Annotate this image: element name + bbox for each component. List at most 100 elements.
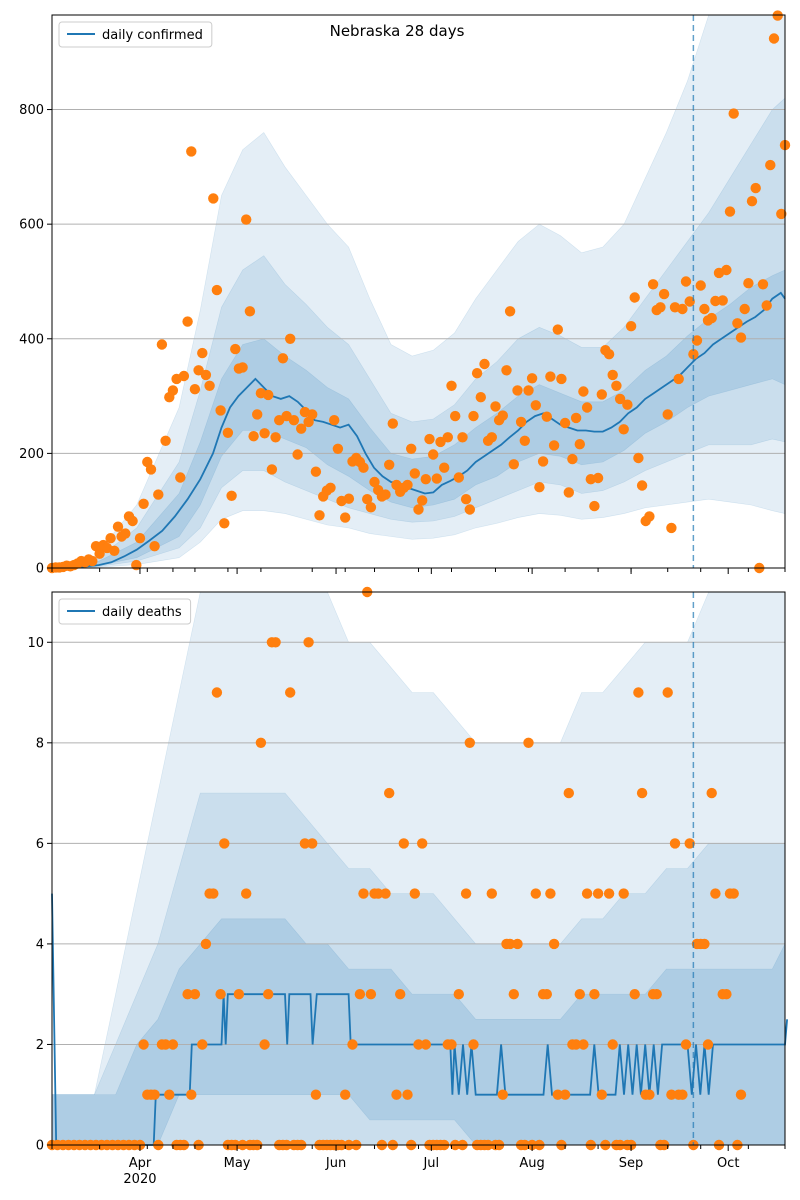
observed-point [530, 400, 541, 411]
observed-point [358, 462, 369, 473]
observed-point [746, 196, 758, 207]
observed-point [402, 479, 413, 491]
observed-point [545, 888, 556, 899]
observed-point [739, 303, 750, 315]
observed-point [329, 415, 340, 426]
observed-point [629, 989, 640, 1000]
observed-point [450, 410, 461, 422]
observed-point [596, 1089, 607, 1100]
observed-point [446, 380, 457, 391]
observed-point [314, 510, 325, 521]
observed-point [384, 459, 395, 470]
observed-point [431, 473, 442, 484]
observed-point [182, 316, 193, 327]
observed-point [501, 365, 512, 376]
observed-point [417, 838, 428, 849]
observed-point [332, 443, 344, 454]
observed-point [395, 989, 406, 1000]
observed-point [442, 432, 453, 443]
observed-point [211, 284, 223, 296]
observed-point [380, 489, 391, 500]
observed-point [548, 938, 560, 950]
observed-point [343, 493, 355, 504]
observed-point [574, 439, 585, 450]
x-tick-label: May [224, 1156, 251, 1171]
observed-point [611, 380, 622, 391]
y-tick-label: 8 [36, 736, 44, 751]
observed-point [453, 989, 464, 1000]
observed-point [512, 938, 523, 950]
observed-point [644, 1089, 655, 1100]
observed-point [413, 1039, 424, 1050]
observed-point [453, 472, 464, 483]
observed-point [486, 888, 497, 899]
observed-point [603, 349, 615, 360]
observed-point [127, 515, 138, 527]
observed-point [581, 888, 593, 899]
observed-point [219, 518, 230, 529]
observed-point [230, 343, 241, 355]
observed-point [680, 1039, 692, 1050]
observed-point [285, 333, 296, 344]
observed-point [226, 490, 237, 501]
observed-point [622, 399, 633, 410]
observed-point [464, 504, 475, 515]
observed-point [120, 528, 131, 539]
observed-point [219, 838, 230, 849]
observed-point [545, 371, 556, 382]
observed-point [563, 787, 574, 799]
observed-point [189, 384, 201, 395]
observed-point [721, 264, 732, 276]
x-tick-label: Sep [619, 1156, 644, 1171]
observed-point [325, 482, 336, 493]
observed-point [373, 888, 384, 899]
observed-point [666, 522, 677, 534]
observed-point [666, 1089, 677, 1100]
observed-point [728, 108, 739, 119]
observed-point [208, 888, 219, 899]
observed-point [570, 1039, 582, 1050]
observed-point [409, 468, 420, 479]
confirmed-legend: daily confirmed [58, 21, 213, 48]
observed-point [706, 787, 717, 799]
observed-point [765, 159, 776, 171]
observed-point [607, 369, 618, 381]
observed-point [625, 321, 637, 332]
observed-point [153, 489, 164, 500]
deaths-uncertainty-bands [51, 591, 786, 1146]
median-line-path [51, 893, 788, 1146]
observed-point [460, 888, 472, 899]
observed-point [479, 358, 490, 370]
observed-point [270, 432, 281, 443]
observed-point [515, 416, 527, 428]
observed-point [699, 303, 710, 315]
observed-point [402, 1089, 413, 1100]
observed-point [109, 545, 120, 556]
y-tick-label: 2 [36, 1038, 44, 1053]
observed-point [512, 385, 523, 396]
observed-point [215, 405, 226, 416]
observed-point [578, 1039, 589, 1050]
observed-point [164, 1089, 175, 1100]
observed-point [710, 888, 721, 899]
observed-point [347, 1039, 358, 1050]
observed-point [475, 392, 486, 403]
observed-point [270, 637, 281, 648]
observed-point [567, 453, 578, 465]
observed-point [365, 502, 377, 513]
y-tick-label: 200 [19, 447, 44, 462]
observed-point [263, 389, 274, 401]
observed-point [662, 687, 673, 698]
observed-point [358, 888, 369, 899]
observed-point [644, 511, 655, 522]
observed-point [677, 303, 688, 315]
observed-point [534, 482, 545, 493]
observed-point [310, 1089, 322, 1100]
observed-point [732, 318, 743, 329]
observed-point [497, 1089, 508, 1100]
observed-point [750, 182, 761, 194]
observed-point [204, 380, 215, 391]
